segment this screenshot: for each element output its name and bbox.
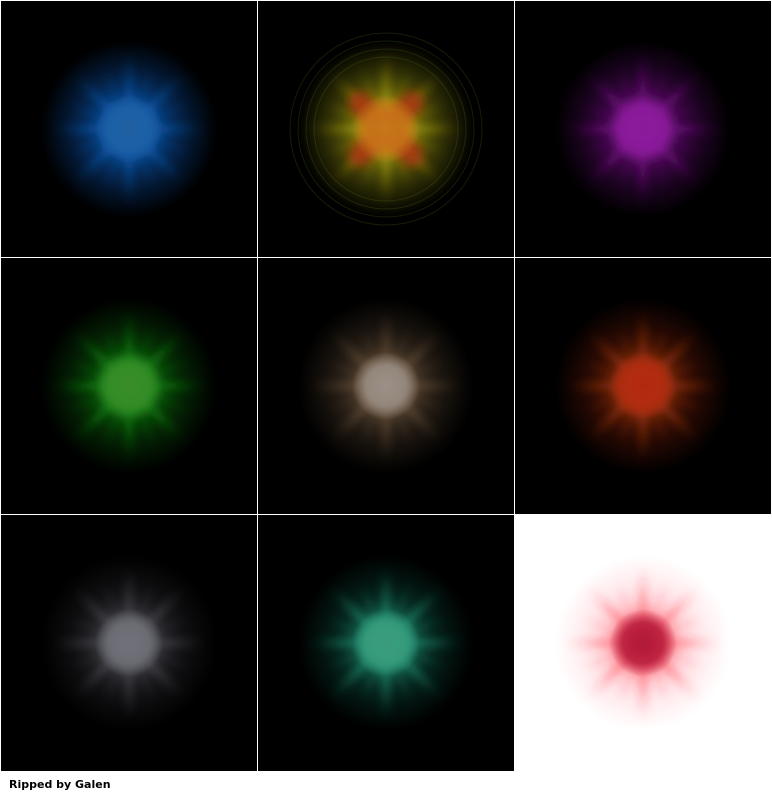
core-green (95, 352, 163, 420)
sprite-cell-purple (515, 1, 771, 257)
ring-yellow (289, 32, 483, 226)
core-yellow (352, 95, 420, 163)
sprite-sheet (1, 1, 771, 771)
core-gray (95, 609, 163, 677)
core-teal (352, 609, 420, 677)
glow-sprite-blue (41, 41, 217, 217)
sprite-cell-yellow (258, 1, 514, 257)
glow-sprite-gray (41, 555, 217, 731)
sprite-cell-tan (258, 258, 514, 514)
core-crimson (609, 609, 677, 677)
sprite-cell-teal (258, 515, 514, 771)
glow-sprite-red (555, 298, 731, 474)
sprite-cell-blue (1, 1, 257, 257)
glow-sprite-teal (298, 555, 474, 731)
core-tan (352, 352, 420, 420)
glow-sprite-yellow (289, 32, 483, 226)
glow-sprite-green (41, 298, 217, 474)
core-red (609, 352, 677, 420)
core-blue (95, 95, 163, 163)
sprite-cell-green (1, 258, 257, 514)
credit-text: Ripped by Galen (9, 778, 111, 791)
sprite-cell-red (515, 258, 771, 514)
glow-sprite-purple (555, 41, 731, 217)
core-purple (609, 95, 677, 163)
sprite-cell-crimson (515, 515, 771, 771)
glow-sprite-crimson (555, 555, 731, 731)
sprite-cell-gray (1, 515, 257, 771)
glow-sprite-tan (298, 298, 474, 474)
